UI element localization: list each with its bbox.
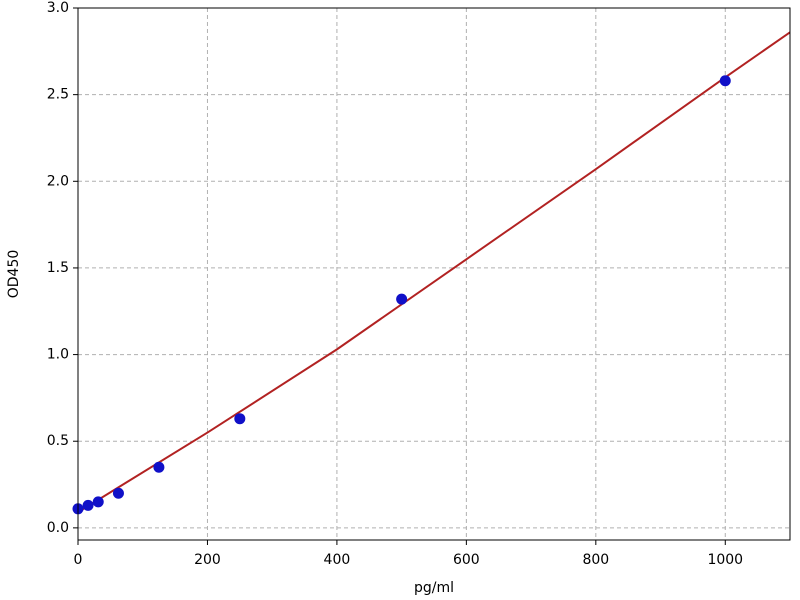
plot-frame bbox=[77, 7, 791, 541]
data-point bbox=[396, 293, 408, 305]
x-tick-label: 800 bbox=[582, 552, 609, 568]
y-tick-label: 2.5 bbox=[47, 87, 69, 103]
y-tick-label: 0.5 bbox=[47, 433, 69, 449]
data-point bbox=[719, 75, 731, 87]
y-axis-label: OD450 bbox=[6, 250, 22, 299]
x-tick-label: 600 bbox=[453, 552, 480, 568]
data-point bbox=[112, 487, 124, 499]
data-point bbox=[92, 496, 104, 508]
y-tick-label: 3.0 bbox=[47, 0, 69, 16]
x-tick-label: 200 bbox=[194, 552, 221, 568]
fit-line bbox=[78, 31, 790, 514]
x-axis-label: pg/ml bbox=[414, 580, 454, 596]
x-tick-label: 400 bbox=[324, 552, 351, 568]
y-tick-label: 2.0 bbox=[47, 173, 69, 189]
y-tick-label: 1.5 bbox=[47, 260, 69, 276]
x-tick-label: 0 bbox=[74, 552, 83, 568]
data-point bbox=[82, 499, 94, 511]
x-tick-label: 1000 bbox=[707, 552, 743, 568]
data-point bbox=[153, 461, 165, 473]
y-tick-label: 1.0 bbox=[47, 347, 69, 363]
y-tick-label: 0.0 bbox=[47, 520, 69, 536]
data-point bbox=[234, 413, 246, 425]
